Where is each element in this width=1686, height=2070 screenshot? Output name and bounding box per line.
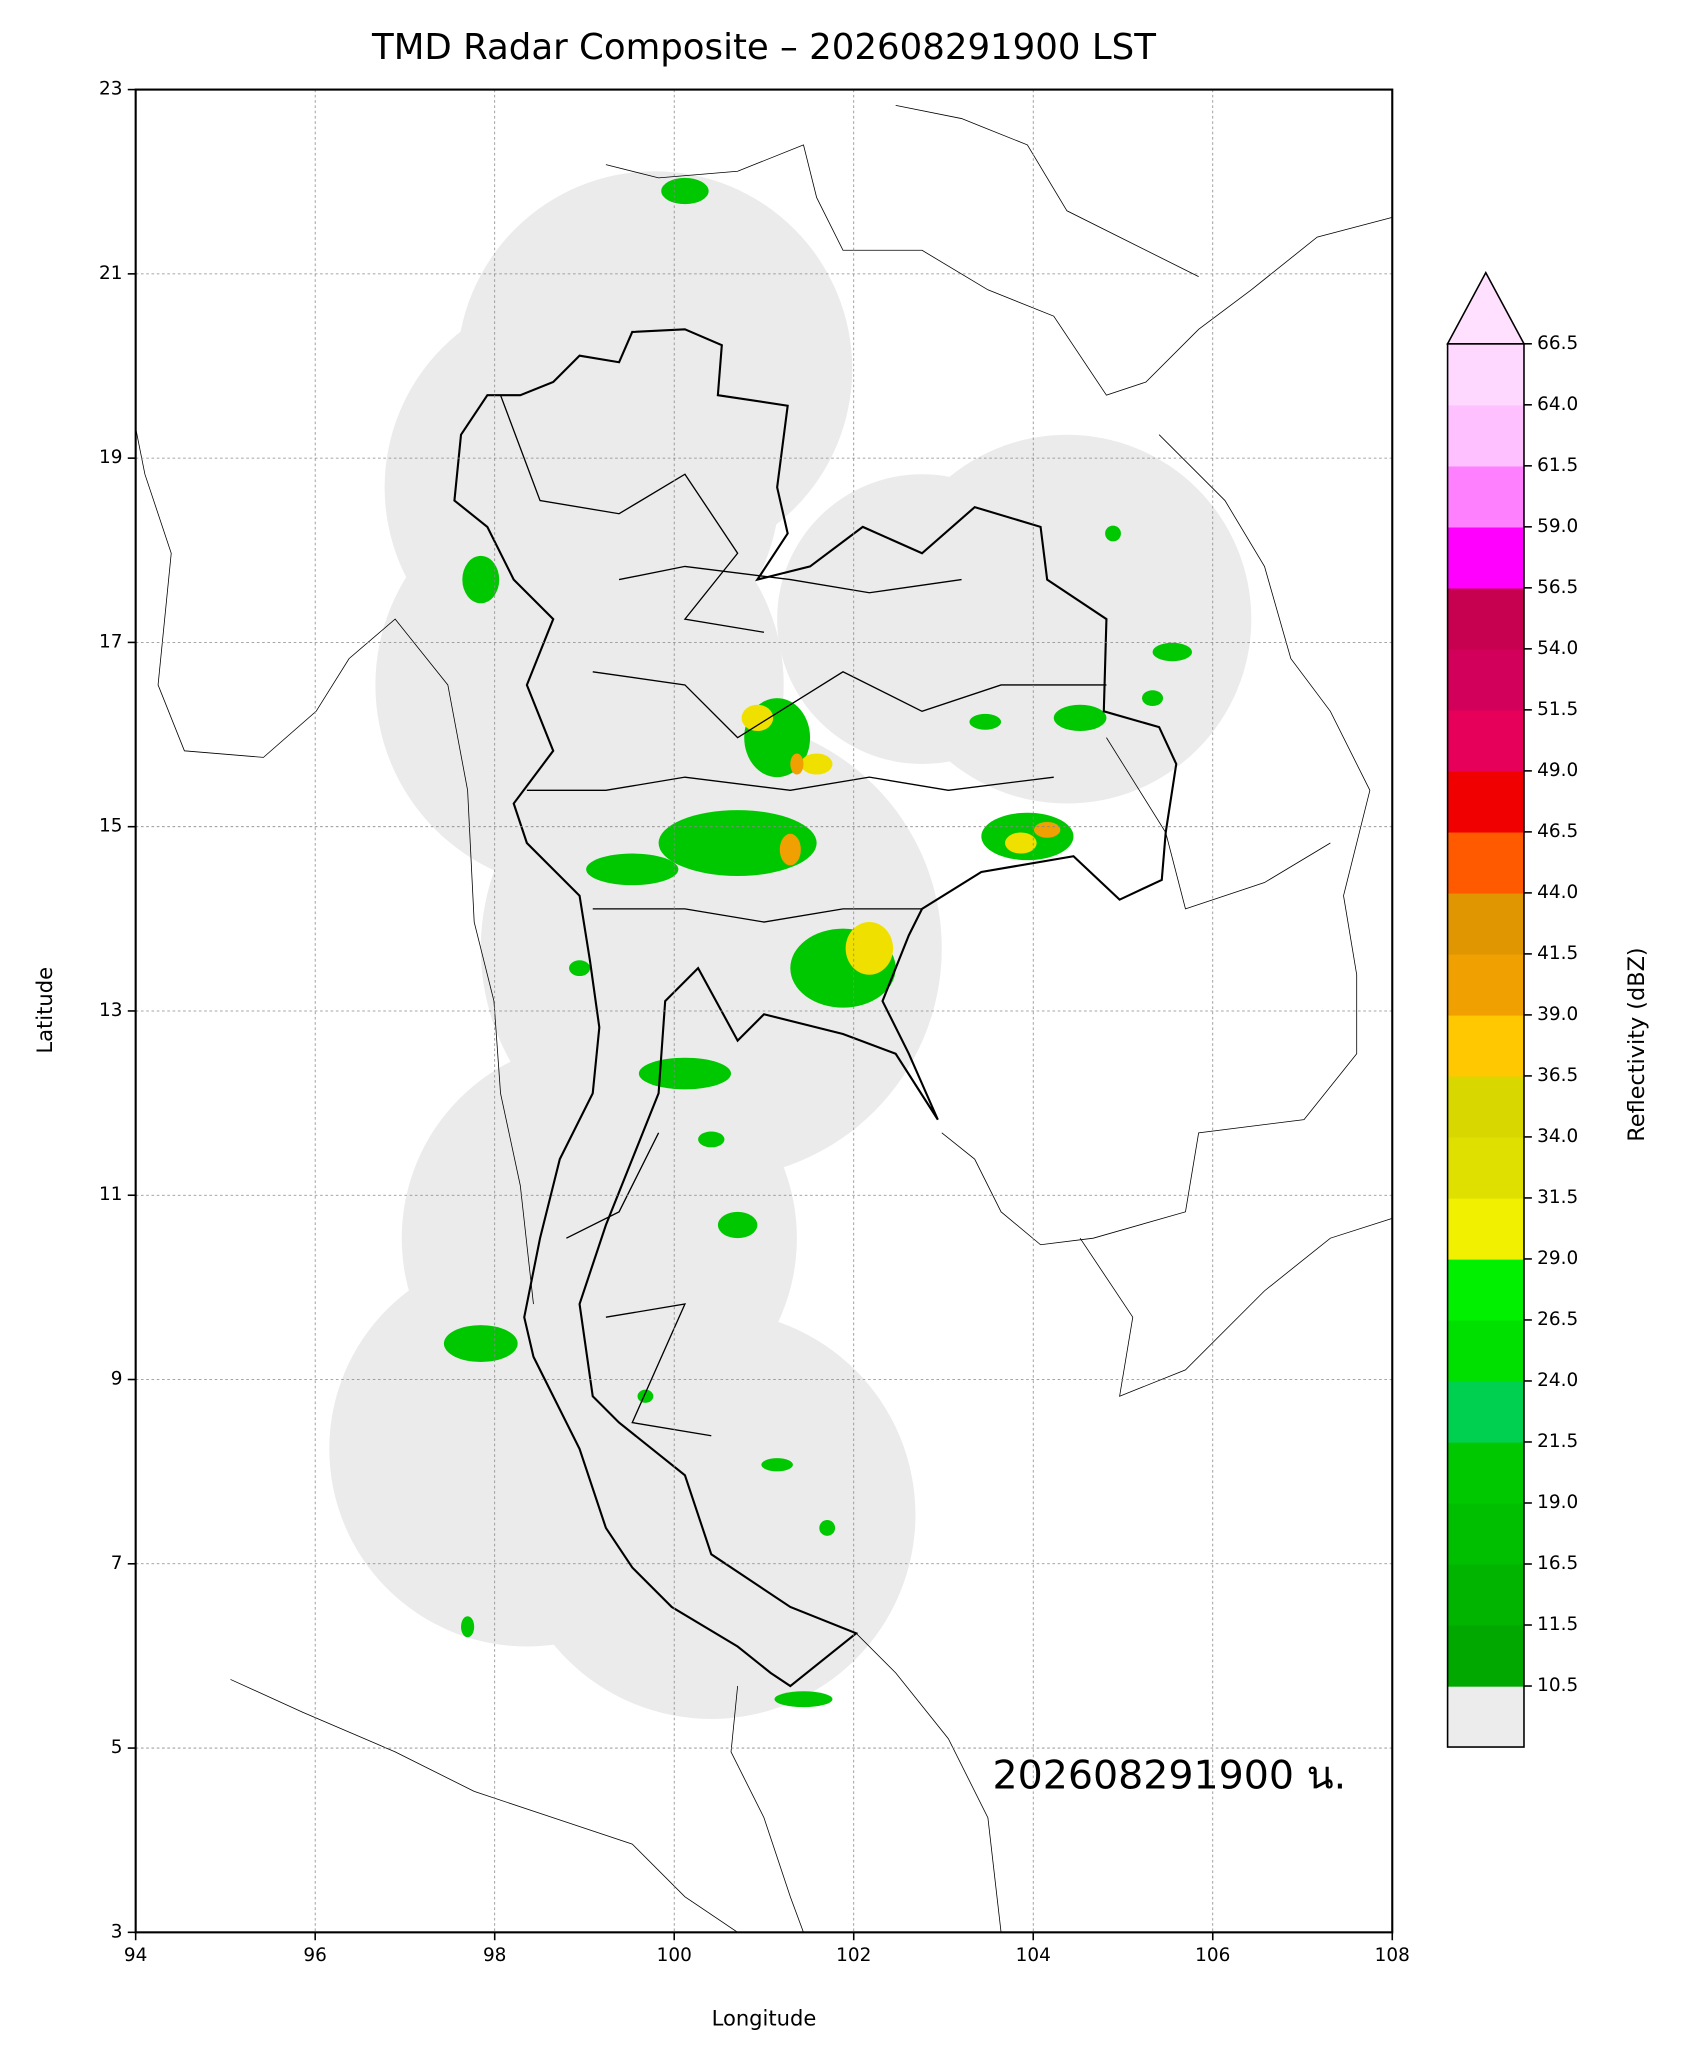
colorbar-tick-label: 49.0 — [1537, 760, 1578, 781]
colorbar-band — [1447, 1014, 1524, 1077]
x-tick-label: 104 — [1016, 1945, 1051, 1966]
colorbar-band — [1447, 1075, 1524, 1138]
colorbar-tick-label: 26.5 — [1537, 1309, 1578, 1330]
province-borders — [499, 394, 1107, 1437]
colorbar-tick-label: 46.5 — [1537, 821, 1578, 842]
y-tick-label: 3 — [111, 1921, 123, 1942]
y-tick-label: 23 — [99, 79, 122, 100]
y-axis-label: Latitude — [32, 967, 57, 1054]
colorbar-band — [1447, 587, 1524, 650]
y-tick-label: 7 — [111, 1553, 123, 1574]
colorbar-tick-label: 66.5 — [1537, 333, 1578, 354]
neighbor-borders — [135, 105, 1393, 1933]
colorbar-tick-label: 41.5 — [1537, 943, 1578, 964]
colorbar-tick-label: 11.5 — [1537, 1614, 1578, 1635]
colorbar-tick-label: 54.0 — [1537, 638, 1578, 659]
x-tick-label: 96 — [303, 1945, 326, 1966]
colorbar-tick-label: 21.5 — [1537, 1431, 1578, 1452]
colorbar-tick-label: 59.0 — [1537, 516, 1578, 537]
colorbar-tick-label: 51.5 — [1537, 699, 1578, 720]
radar-coverage — [329, 171, 1252, 1719]
colorbar-band — [1447, 1258, 1524, 1321]
y-tick-label: 19 — [99, 447, 122, 468]
y-tick-label: 17 — [99, 631, 122, 652]
colorbar-tick-label: 64.0 — [1537, 394, 1578, 415]
y-tick-label: 21 — [99, 263, 122, 284]
y-tick-label: 9 — [111, 1369, 123, 1390]
x-tick-label: 94 — [124, 1945, 147, 1966]
x-tick-label: 100 — [657, 1945, 692, 1966]
radar-echoes — [443, 177, 1193, 1708]
colorbar-tick-label: 31.5 — [1537, 1187, 1578, 1208]
colorbar-tick-label: 56.5 — [1537, 577, 1578, 598]
y-tick-label: 15 — [99, 816, 122, 837]
colorbar-tick-label: 10.5 — [1537, 1675, 1578, 1696]
colorbar-tick-label: 29.0 — [1537, 1248, 1578, 1269]
x-tick-label: 108 — [1375, 1945, 1410, 1966]
colorbar-band — [1447, 1380, 1524, 1443]
axes-frame — [134, 88, 1394, 1934]
colorbar-band — [1447, 1319, 1524, 1382]
colorbar-band — [1447, 1136, 1524, 1199]
colorbar-band — [1447, 1441, 1524, 1504]
colorbar-band — [1447, 343, 1524, 406]
colorbar-tick-label: 16.5 — [1537, 1553, 1578, 1574]
colorbar-tick-label: 19.0 — [1537, 1492, 1578, 1513]
colorbar-frame — [1446, 343, 1525, 1748]
colorbar-band — [1447, 1625, 1524, 1687]
x-tick-label: 106 — [1195, 1945, 1230, 1966]
colorbar-band — [1447, 709, 1524, 772]
colorbar-band — [1447, 1564, 1524, 1626]
colorbar-band — [1447, 1197, 1524, 1260]
colorbar-tick-label: 34.0 — [1537, 1126, 1578, 1147]
colorbar-band — [1447, 770, 1524, 833]
axes: 94 96 98 100 102 104 106 108 3 5 7 9 11 13 15 17 19 21 23 1… — [99, 79, 1578, 1966]
chart-title: TMD Radar Composite – 202608291900 LST — [371, 27, 1156, 68]
colorbar-band — [1447, 892, 1524, 955]
colorbar-tick-label: 39.0 — [1537, 1004, 1578, 1025]
colorbar-band — [1447, 526, 1524, 589]
colorbar-tick-label: 36.5 — [1537, 1065, 1578, 1086]
map-layer — [135, 105, 1393, 1933]
colorbar-tick-label: 61.5 — [1537, 455, 1578, 476]
y-tick-label: 5 — [111, 1737, 123, 1758]
colorbar-band — [1447, 953, 1524, 1016]
colorbar-over — [1446, 271, 1526, 345]
colorbar-label: Reflectivity (dBZ) — [1624, 947, 1650, 1141]
y-tick-label: 11 — [99, 1184, 122, 1205]
timestamp-annotation: 202608291900 น. — [992, 1753, 1346, 1799]
colorbar-tick-label: 44.0 — [1537, 882, 1578, 903]
colorbar-band — [1447, 831, 1524, 894]
country-border — [453, 328, 1178, 1688]
y-tick-label: 13 — [99, 1000, 122, 1021]
x-tick-label: 102 — [836, 1945, 871, 1966]
colorbar-band — [1447, 1502, 1524, 1565]
x-tick-label: 98 — [483, 1945, 506, 1966]
colorbar-under — [1447, 1686, 1524, 1748]
colorbar-band — [1447, 465, 1524, 528]
colorbar-tick-label: 24.0 — [1537, 1370, 1578, 1391]
x-axis-label: Longitude — [712, 2005, 817, 2030]
colorbar-band — [1447, 404, 1524, 467]
colorbar-band — [1447, 648, 1524, 711]
